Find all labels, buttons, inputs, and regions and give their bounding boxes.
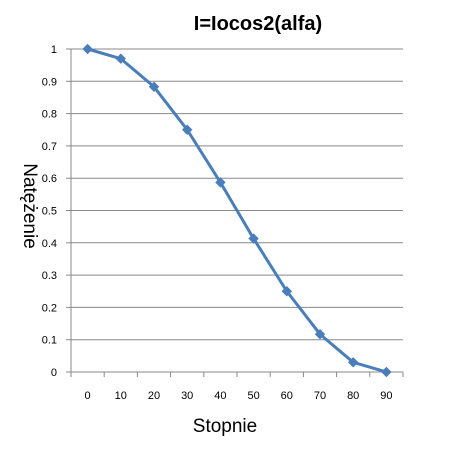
data-point <box>215 177 226 188</box>
y-tick-label: 0.3 <box>42 270 57 282</box>
x-axis-title: Stopnie <box>193 416 257 437</box>
data-point <box>381 366 392 378</box>
x-tick-label: 80 <box>347 390 359 402</box>
x-tick-label: 40 <box>214 390 226 402</box>
x-tick-labels: 0 10 20 30 40 50 60 70 80 90 <box>85 390 393 402</box>
x-tick-label: 70 <box>314 390 326 402</box>
data-point <box>347 357 359 368</box>
x-tick-label: 10 <box>115 390 127 402</box>
y-tick-label: 0.5 <box>42 206 57 218</box>
data-point <box>248 233 259 244</box>
y-tick-label: 0 <box>51 367 57 379</box>
x-tick-label: 50 <box>247 390 259 402</box>
data-point <box>281 286 293 297</box>
x-tick-label: 30 <box>181 390 193 402</box>
data-point <box>115 53 127 64</box>
data-point <box>148 81 160 92</box>
data-point <box>314 329 326 340</box>
data-point <box>82 43 93 55</box>
x-tick-label: 0 <box>85 390 91 402</box>
y-tick-label: 0.4 <box>42 238 57 250</box>
y-tick-label: 0.1 <box>42 335 57 347</box>
y-tick-label: 0.8 <box>42 109 57 121</box>
y-axis-title: Natężenie <box>19 163 40 249</box>
y-tick-label: 0.2 <box>42 302 57 314</box>
chart-title: I=Iocos2(alfa) <box>194 13 322 35</box>
x-tick-label: 20 <box>148 390 160 402</box>
y-tick-label: 0.7 <box>42 141 57 153</box>
y-tick-label: 0.6 <box>42 173 57 185</box>
grid-lines <box>71 48 403 341</box>
series-group <box>82 43 392 378</box>
data-point <box>181 124 193 135</box>
y-tick-label: 1 <box>51 44 57 56</box>
y-tick-label: 0.9 <box>42 76 57 88</box>
x-tick-label: 60 <box>281 390 293 402</box>
series-line <box>86 47 388 374</box>
x-tick-label: 90 <box>380 390 392 402</box>
axes <box>66 48 404 377</box>
y-tick-labels: 0 0.1 0.2 0.3 0.4 0.5 0.6 0.7 0.8 0.9 1 <box>42 44 57 379</box>
